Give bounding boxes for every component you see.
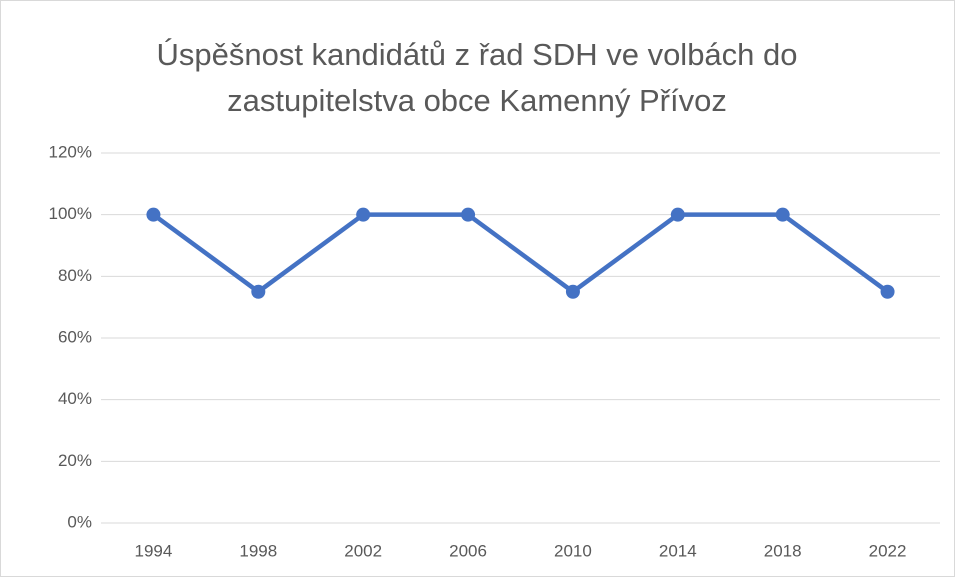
data-point <box>565 284 580 299</box>
data-point <box>356 207 371 222</box>
y-tick-label: 20% <box>58 451 92 470</box>
x-tick-label: 2014 <box>659 541 697 560</box>
data-point <box>670 207 685 222</box>
x-tick-label: 1998 <box>239 541 277 560</box>
y-tick-label: 60% <box>58 327 92 346</box>
data-point <box>775 207 790 222</box>
x-tick-label: 2010 <box>554 541 592 560</box>
x-tick-label: 2002 <box>344 541 382 560</box>
y-tick-label: 0% <box>67 512 92 531</box>
y-tick-label: 80% <box>58 266 92 285</box>
data-line <box>152 212 889 294</box>
data-point <box>880 284 895 299</box>
data-point <box>461 207 476 222</box>
x-tick-label: 1994 <box>135 541 173 560</box>
x-tick-label: 2018 <box>764 541 802 560</box>
y-tick-label: 40% <box>58 389 92 408</box>
y-tick-label: 100% <box>49 204 92 223</box>
x-tick-label: 2022 <box>869 541 907 560</box>
y-tick-label: 120% <box>49 142 92 161</box>
x-tick-label: 2006 <box>449 541 487 560</box>
chart-title: Úspěšnost kandidátů z řad SDH ve volbách… <box>156 37 798 118</box>
data-point <box>251 284 266 299</box>
data-point <box>146 207 161 222</box>
